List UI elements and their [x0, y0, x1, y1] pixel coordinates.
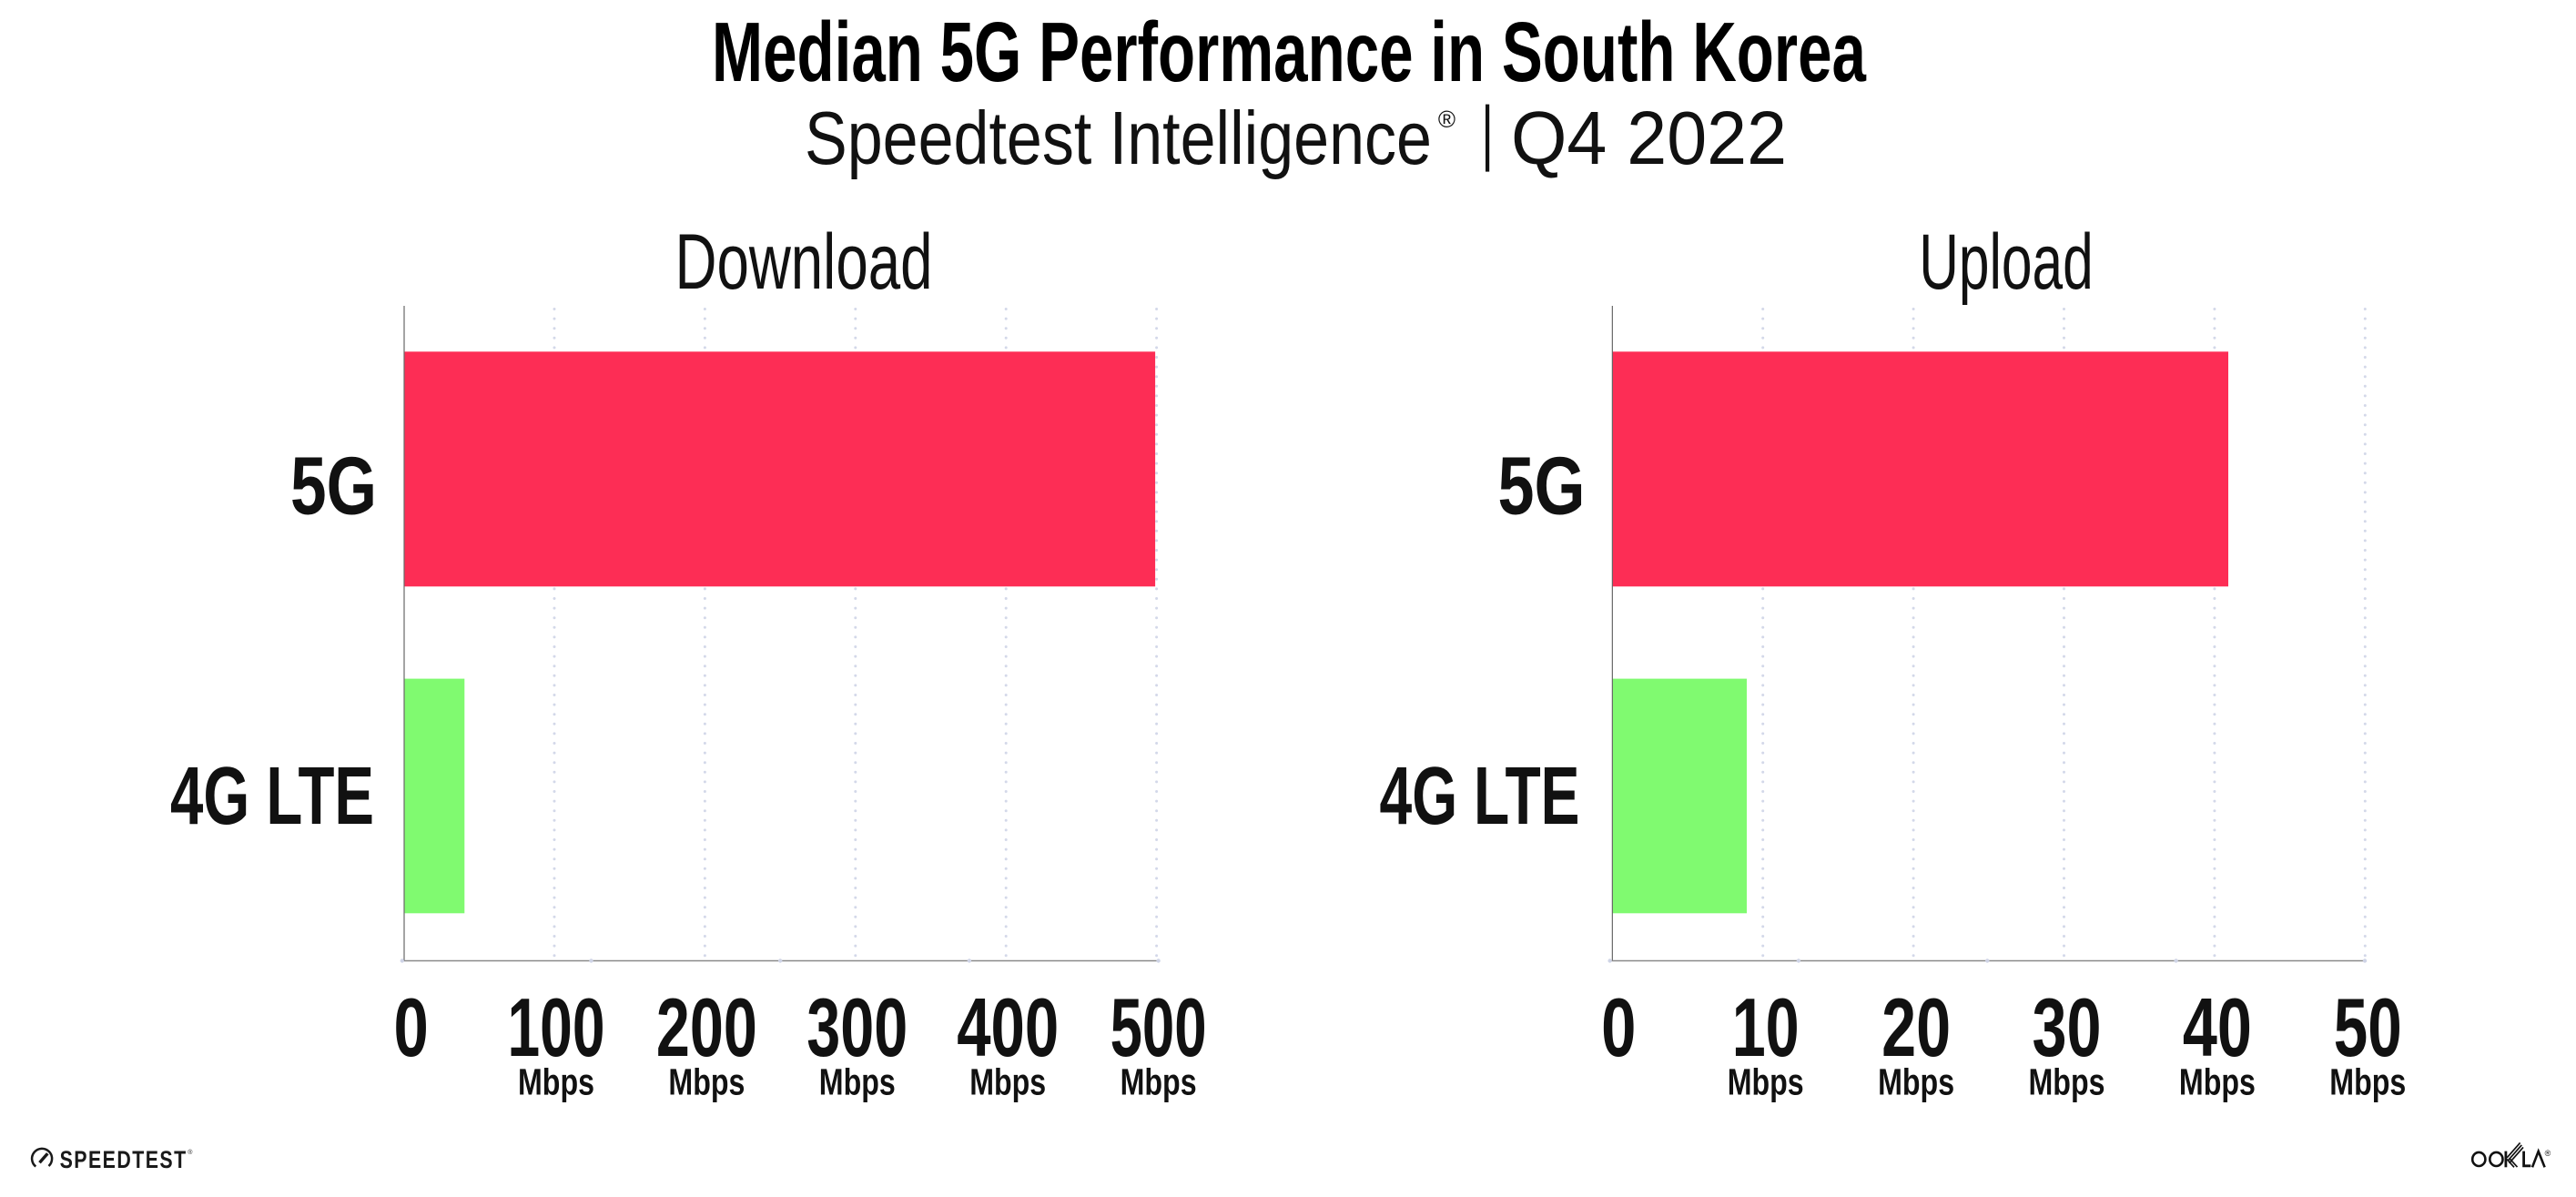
svg-text:50: 50 [2334, 982, 2402, 1074]
svg-text:100: 100 [508, 982, 605, 1074]
svg-text:Mbps: Mbps [2329, 1060, 2406, 1102]
svg-text:SPEEDTEST: SPEEDTEST [60, 1146, 188, 1173]
svg-text:400: 400 [957, 982, 1059, 1074]
svg-text:Mbps: Mbps [969, 1060, 1046, 1102]
svg-text:Mbps: Mbps [1728, 1060, 1804, 1102]
svg-text:Mbps: Mbps [1121, 1060, 1197, 1102]
svg-text:Upload: Upload [1919, 218, 2094, 306]
svg-text:0: 0 [393, 982, 428, 1074]
svg-text:4G LTE: 4G LTE [170, 751, 374, 842]
svg-text:20: 20 [1881, 982, 1951, 1074]
svg-text:Mbps: Mbps [2029, 1060, 2105, 1102]
svg-text:Mbps: Mbps [1878, 1060, 1954, 1102]
svg-text:300: 300 [806, 982, 908, 1074]
svg-text:0: 0 [1601, 982, 1636, 1074]
svg-text:Download: Download [675, 218, 933, 306]
svg-text:4G LTE: 4G LTE [1380, 751, 1580, 842]
svg-text:Mbps: Mbps [668, 1060, 745, 1102]
svg-text:Mbps: Mbps [819, 1060, 896, 1102]
svg-text:Speedtest Intelligence: Speedtest Intelligence [805, 96, 1432, 180]
svg-text:5G: 5G [290, 441, 377, 533]
svg-text:5G: 5G [1498, 441, 1586, 533]
svg-text:200: 200 [656, 982, 757, 1074]
svg-text:®: ® [2545, 1149, 2551, 1158]
svg-text:Q4 2022: Q4 2022 [1511, 96, 1787, 180]
svg-text:Median 5G Performance in South: Median 5G Performance in South Korea [712, 5, 1867, 99]
svg-text:®: ® [188, 1149, 193, 1156]
svg-text:40: 40 [2183, 982, 2252, 1074]
svg-text:Mbps: Mbps [518, 1060, 594, 1102]
svg-text:Mbps: Mbps [2179, 1060, 2256, 1102]
svg-text:10: 10 [1732, 982, 1800, 1074]
svg-text:®: ® [1438, 106, 1455, 133]
svg-text:30: 30 [2033, 982, 2102, 1074]
svg-text:500: 500 [1111, 982, 1207, 1074]
